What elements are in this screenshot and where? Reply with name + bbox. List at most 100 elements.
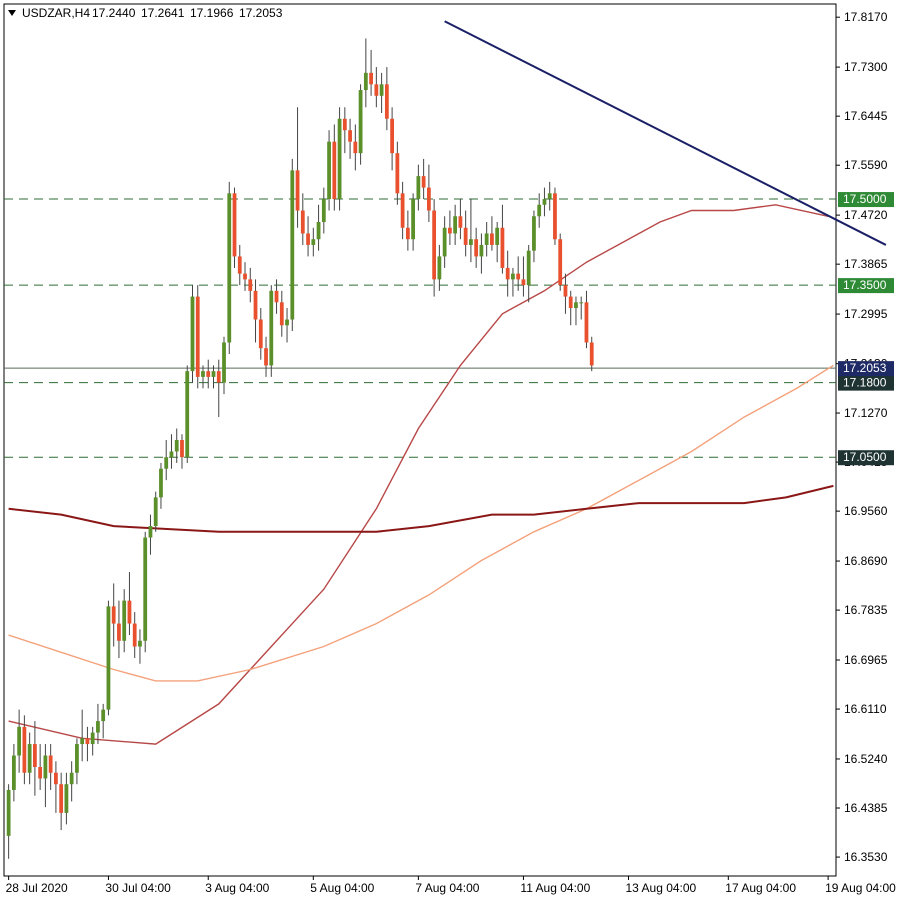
candle-body (563, 285, 568, 297)
candle (64, 772, 69, 825)
level-tag-0-bg (838, 192, 894, 208)
candle (232, 187, 237, 268)
candle (106, 600, 111, 716)
price-tick-label: 16.6965 (844, 653, 888, 667)
level-tag-3: 17.0500 (838, 450, 894, 466)
candle (11, 744, 16, 802)
candle-body (479, 244, 484, 257)
candle-body (411, 199, 416, 240)
candle (374, 67, 379, 108)
candle (316, 204, 321, 251)
candle (195, 285, 200, 389)
price-tick-label: 17.4720 (844, 208, 888, 222)
candle-body (295, 170, 300, 211)
candle-body (69, 772, 74, 785)
candle (85, 726, 90, 762)
candle-body (201, 371, 205, 377)
triangle-down-icon[interactable] (8, 10, 16, 16)
candle (584, 290, 589, 349)
candle-body (90, 732, 95, 745)
level-tag-2-label: 17.1800 (843, 376, 887, 390)
candle (148, 514, 153, 555)
candle (547, 181, 552, 211)
time-tick-label: 30 Jul 04:00 (105, 881, 171, 895)
candle-body (185, 371, 190, 458)
level-tag-1-label: 17.3500 (843, 278, 887, 292)
candle (143, 531, 148, 653)
candle (222, 336, 226, 395)
price-tick-label: 17.3865 (844, 257, 888, 271)
candle (290, 158, 295, 331)
candle-body (122, 600, 127, 641)
candle-body (300, 210, 305, 234)
time-tick-label: 3 Aug 04:00 (205, 881, 269, 895)
candle-body (495, 227, 500, 245)
candle (511, 267, 515, 297)
candle (426, 164, 431, 222)
candle (369, 49, 373, 96)
candle-body (400, 193, 405, 228)
price-tick-label: 16.7835 (844, 603, 888, 617)
price-tick-label: 17.8170 (844, 10, 888, 24)
candle-body (17, 726, 22, 756)
candle-body (369, 72, 373, 85)
candle (469, 199, 473, 263)
candle-body (384, 84, 389, 119)
candle-body (453, 216, 458, 234)
candle-body (337, 118, 342, 200)
candle-body (526, 250, 531, 286)
candle-body (117, 623, 121, 641)
level-tag-3-bg (838, 450, 894, 466)
price-tick-label: 16.9560 (844, 504, 888, 518)
candle-body (348, 130, 352, 142)
candle (537, 193, 542, 228)
candle-body (237, 256, 242, 274)
candle (411, 193, 416, 251)
time-tick-label: 13 Aug 04:00 (626, 881, 697, 895)
candle (48, 744, 53, 790)
candle-body (432, 210, 437, 280)
level-tag-0-label: 17.5000 (843, 192, 887, 206)
candle (311, 227, 316, 257)
candle-body (574, 302, 578, 309)
support-levels (4, 198, 836, 458)
candle (589, 336, 594, 372)
time-axis: 28 Jul 2020 30 Jul 04:00 3 Aug 04:00 5 Aug … (6, 876, 896, 895)
ohlc-close: 17.2053 (239, 6, 283, 20)
candle-body (264, 348, 268, 366)
ohlc-high: 17.2641 (141, 6, 185, 20)
candle-body (59, 784, 64, 813)
candle (348, 118, 352, 159)
candle (432, 199, 437, 297)
candle (17, 709, 22, 773)
candle-body (159, 468, 163, 498)
candle-body (306, 233, 310, 245)
candle (490, 216, 494, 251)
current-price-tag: 17.2053 (838, 361, 894, 377)
ma-slow-line (8, 484, 834, 533)
candle (243, 262, 247, 291)
ma-fast-line (8, 204, 829, 745)
candle (295, 107, 300, 228)
candle-body (148, 526, 153, 538)
candle-body (553, 193, 557, 240)
candle-body (521, 279, 526, 286)
candle-body (537, 204, 542, 217)
candle-body (80, 738, 85, 745)
level-tag-0: 17.5000 (838, 192, 894, 208)
price-tick-label: 17.5590 (844, 158, 888, 172)
candle-body (127, 600, 132, 624)
candle (101, 703, 106, 739)
candle-body (243, 273, 247, 280)
candle (579, 296, 584, 320)
candle-body (101, 709, 106, 722)
candle (127, 571, 132, 636)
candle (6, 784, 11, 859)
candle (180, 434, 184, 469)
price-tick-label: 16.4385 (844, 801, 888, 815)
time-tick-label: 28 Jul 2020 (6, 881, 68, 895)
candle-body (405, 227, 410, 240)
price-tick-label: 16.5240 (844, 752, 888, 766)
